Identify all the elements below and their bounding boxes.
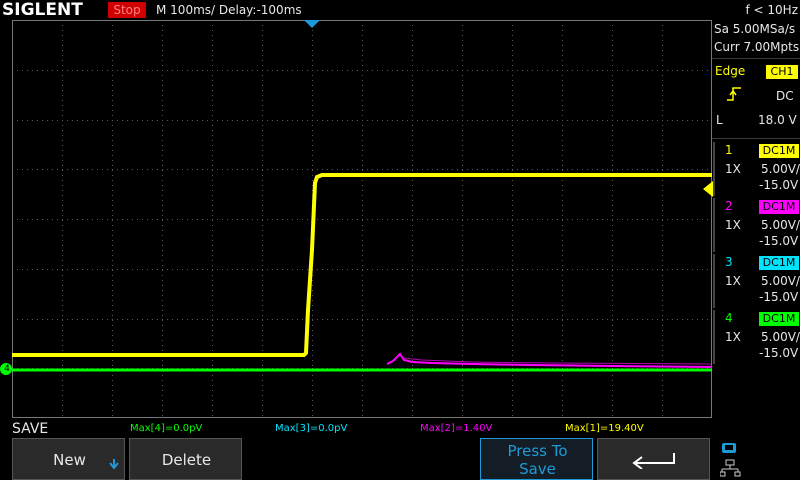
channel-2-number: 2 (725, 199, 733, 213)
new-button-label: New (53, 451, 86, 469)
graticule-border (12, 20, 712, 418)
channel-3-number: 3 (725, 255, 733, 269)
trigger-level-label: L (716, 113, 723, 127)
trigger-position-marker[interactable] (304, 20, 320, 28)
channel-1-panel[interactable]: 1 DC1M 1X 5.00V/ -15.0V (713, 142, 800, 196)
channel-3-scale: 5.00V/ (761, 274, 800, 288)
graticule (12, 20, 712, 418)
timebase-readout[interactable]: M 100ms/ Delay:-100ms (156, 3, 302, 17)
channel-2-probe: 1X (725, 218, 741, 232)
press-to-save-label-line1: Press To (507, 442, 568, 460)
channel-2-trace-shadow (403, 357, 712, 365)
channel-2-coupling-badge: DC1M (759, 200, 799, 214)
measurement-max-1: Max[1]=19.40V (565, 423, 644, 434)
channel-4-marker-label: 4 (4, 364, 10, 374)
channel-1-scale: 5.00V/ (761, 162, 800, 176)
channel-2-scale: 5.00V/ (761, 218, 800, 232)
channel-1-number: 1 (725, 143, 733, 157)
trigger-level-value: 18.0 V (758, 113, 797, 127)
memory-depth: Curr 7.00Mpts (714, 40, 800, 54)
channel-3-offset: -15.0V (759, 290, 799, 304)
channel-3-coupling-badge: DC1M (759, 256, 799, 270)
waveform-display[interactable] (12, 20, 712, 418)
sample-rate: Sa 5.00MSa/s (714, 22, 796, 36)
channel-4-offset: -15.0V (759, 346, 799, 360)
top-status-bar (0, 0, 800, 20)
channel-3-probe: 1X (725, 274, 741, 288)
measurement-max-3: Max[3]=0.0pV (275, 423, 348, 434)
trigger-source-badge[interactable]: CH1 (766, 65, 798, 79)
channel-4-probe: 1X (725, 330, 741, 344)
run-state-badge[interactable]: Stop (108, 2, 146, 18)
trigger-frequency-readout: f < 10Hz (745, 3, 799, 17)
menu-title: SAVE (12, 421, 49, 437)
channel-4-scale: 5.00V/ (761, 330, 800, 344)
channel-4-panel[interactable]: 4 DC1M 1X 5.00V/ -15.0V (713, 310, 800, 364)
arrow-down-icon (109, 459, 119, 469)
delete-button-label: Delete (161, 451, 212, 469)
channel-4-number: 4 (725, 311, 733, 325)
channel-3-panel[interactable]: 3 DC1M 1X 5.00V/ -15.0V (713, 254, 800, 308)
divider (712, 58, 800, 59)
trigger-type[interactable]: Edge (715, 64, 746, 78)
channel-1-coupling-badge: DC1M (759, 144, 799, 158)
return-arrow-icon (632, 453, 675, 469)
trigger-coupling: DC (776, 89, 794, 103)
divider (712, 138, 800, 139)
measurement-max-2: Max[2]=1.40V (420, 423, 493, 434)
channel-2-panel[interactable]: 2 DC1M 1X 5.00V/ -15.0V (713, 198, 800, 252)
channel-4-coupling-badge: DC1M (759, 312, 799, 326)
new-button[interactable]: New (12, 438, 125, 480)
network-icon[interactable] (720, 442, 744, 478)
channel-1-offset: -15.0V (759, 178, 799, 192)
rising-edge-icon (727, 87, 741, 101)
trigger-level-marker[interactable] (703, 181, 713, 197)
channel-4-offset-marker[interactable] (0, 362, 14, 376)
measurement-max-4: Max[4]=0.0pV (130, 423, 203, 434)
channel-2-offset: -15.0V (759, 234, 799, 248)
channel-1-trace (12, 173, 712, 357)
channel-2-trace (386, 352, 712, 368)
delete-button[interactable]: Delete (129, 438, 242, 480)
brand-logo: SIGLENT (2, 0, 83, 20)
press-to-save-button[interactable]: Press To Save (480, 438, 593, 480)
return-button[interactable] (597, 438, 710, 480)
press-to-save-label-line2: Save (519, 460, 556, 478)
channel-1-probe: 1X (725, 162, 741, 176)
